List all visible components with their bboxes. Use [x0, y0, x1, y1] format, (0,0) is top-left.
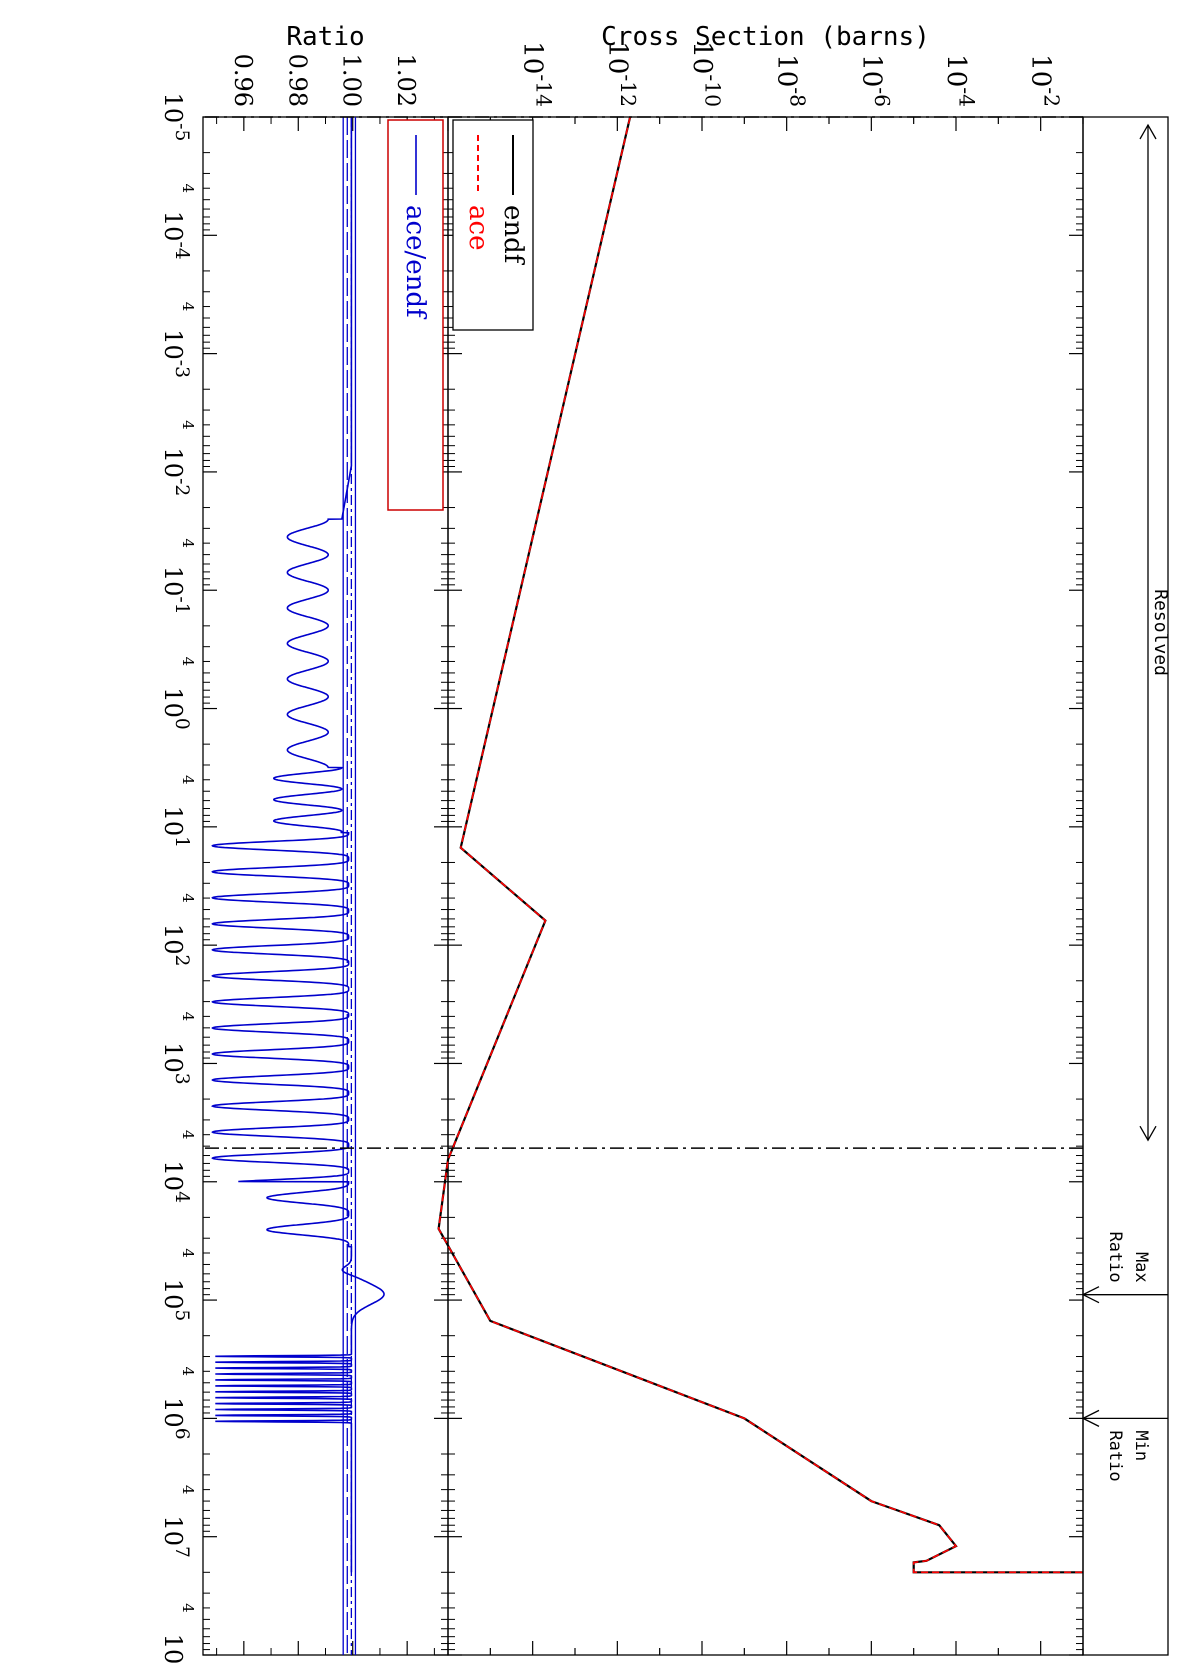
- x-tick-label: 101: [159, 806, 192, 848]
- x-tick-label: 100: [159, 687, 192, 729]
- y-tick-label-top: 10-6: [856, 54, 894, 107]
- x-minor-tick-label: 4: [179, 1367, 197, 1377]
- x-minor-tick-label: 4: [179, 1485, 197, 1495]
- y-tick-label-top: 10-2: [1026, 54, 1064, 107]
- x-tick-label: 107: [159, 1515, 192, 1557]
- y-axis-label-top: Cross Section (barns): [601, 22, 930, 52]
- resolved-label: Resolved: [1150, 589, 1171, 676]
- x-minor-tick-label: 4: [179, 420, 197, 430]
- x-tick-label: 103: [159, 1042, 192, 1084]
- x-minor-tick-label: 4: [179, 1603, 197, 1613]
- y-tick-label-top: 10-14: [518, 41, 556, 107]
- series-ace: [437, 116, 1083, 1574]
- x-tick-label: 10-5: [159, 93, 192, 142]
- y-tick-label-bottom: 0.98: [283, 54, 311, 107]
- y-tick-label-bottom: 1.02: [392, 54, 420, 107]
- x-minor-tick-label: 4: [179, 302, 197, 312]
- min_ratio-label-line2: Ratio: [1105, 1430, 1125, 1481]
- series-ace-endf: [210, 117, 385, 1573]
- x-tick-label: 102: [159, 924, 192, 966]
- y-tick-label-bottom: 1.00: [338, 54, 366, 107]
- min_ratio-arrowhead: [1081, 1409, 1100, 1427]
- max_ratio-label-line1: Max: [1131, 1252, 1151, 1283]
- resolved-arrowhead-right: [1139, 1125, 1157, 1142]
- max_ratio-label-line2: Ratio: [1105, 1231, 1125, 1282]
- x-minor-tick-label: 4: [179, 1130, 197, 1140]
- x-minor-tick-label: 4: [179, 1248, 197, 1258]
- min_ratio-label-line1: Min: [1131, 1430, 1151, 1461]
- legend-endf-label: endf: [498, 205, 528, 266]
- x-tick-label: 10-2: [159, 448, 192, 497]
- legend-bottom-box: [387, 119, 444, 511]
- x-minor-tick-label: 4: [179, 538, 197, 548]
- y-tick-label-top: 10-4: [941, 54, 979, 107]
- legend-ace-label: ace: [463, 205, 493, 250]
- x-minor-tick-label: 4: [179, 657, 197, 667]
- x-tick-label: 106: [159, 1397, 192, 1439]
- max_ratio-arrowhead: [1081, 1286, 1100, 1304]
- x-tick-label: 105: [159, 1279, 192, 1321]
- y-tick-label-top: 10-8: [772, 54, 810, 107]
- y-tick-label-bottom: 0.96: [229, 54, 257, 107]
- x-tick-label: 108: [159, 1634, 192, 1663]
- x-tick-label: 10-3: [159, 329, 192, 378]
- y-axis-label-bottom: Ratio: [286, 22, 364, 52]
- x-minor-tick-label: 4: [179, 183, 197, 193]
- annotation-strip-frame: [1082, 116, 1169, 1656]
- x-minor-tick-label: 4: [179, 775, 197, 785]
- x-tick-label: 104: [159, 1161, 192, 1203]
- legend-ratio-label: ace/endf: [400, 205, 430, 320]
- x-minor-tick-label: 4: [179, 1012, 197, 1022]
- y-tick-label-top: 10-10: [687, 41, 725, 107]
- resolved-arrowhead-left: [1139, 123, 1157, 140]
- x-minor-tick-label: 4: [179, 893, 197, 903]
- x-tick-label: 10-1: [159, 566, 192, 615]
- y-tick-label-top: 10-12: [602, 41, 640, 107]
- x-tick-label: 10-4: [159, 211, 192, 260]
